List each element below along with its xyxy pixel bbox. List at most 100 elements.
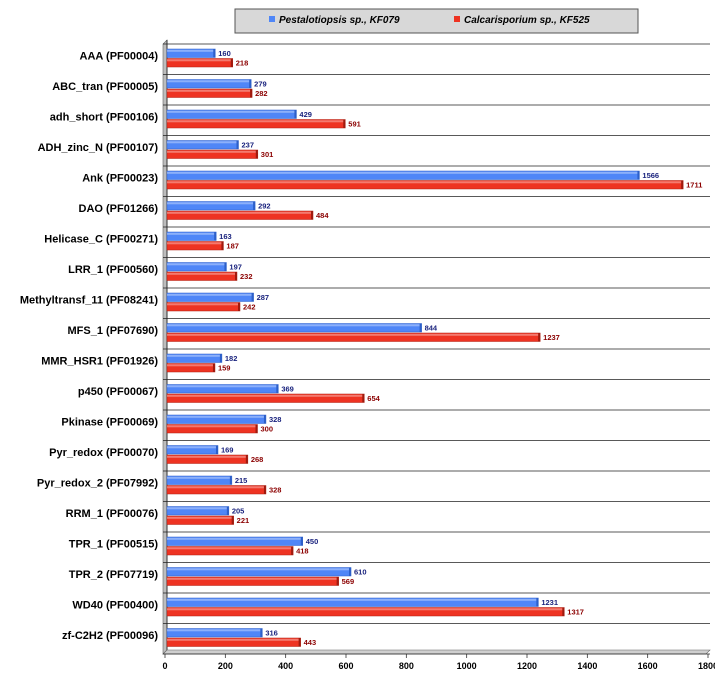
value-label-pestalotiopsis: 610 xyxy=(354,568,367,577)
value-label-calcarisporium: 282 xyxy=(255,89,268,98)
bar-highlight xyxy=(167,181,684,184)
bar-end-cap xyxy=(336,577,339,586)
value-label-pestalotiopsis: 197 xyxy=(229,263,242,272)
value-label-pestalotiopsis: 287 xyxy=(257,293,270,302)
category-label: ADH_zinc_N (PF00107) xyxy=(38,142,159,154)
value-label-calcarisporium: 159 xyxy=(218,364,231,373)
bar-highlight xyxy=(167,486,266,489)
category-label: MFS_1 (PF07690) xyxy=(68,325,159,337)
bar-highlight xyxy=(167,385,279,388)
category-label: TPR_1 (PF00515) xyxy=(69,538,159,550)
value-label-pestalotiopsis: 328 xyxy=(269,415,282,424)
bar-end-cap xyxy=(251,293,254,302)
bar-highlight xyxy=(167,232,217,235)
category-label: Pkinase (PF00069) xyxy=(61,416,158,428)
category-label: WD40 (PF00400) xyxy=(72,599,158,611)
value-label-pestalotiopsis: 1566 xyxy=(642,171,659,180)
category-label: Ank (PF00023) xyxy=(82,172,158,184)
bar-end-cap xyxy=(637,171,640,180)
bar-end-cap xyxy=(224,262,227,271)
value-label-pestalotiopsis: 160 xyxy=(218,49,231,58)
bar-end-cap xyxy=(276,384,279,393)
value-label-calcarisporium: 301 xyxy=(261,150,274,159)
value-label-calcarisporium: 221 xyxy=(237,516,250,525)
bar-highlight xyxy=(167,516,234,519)
value-label-calcarisporium: 1317 xyxy=(567,608,584,617)
bar-end-cap xyxy=(214,232,217,241)
value-label-calcarisporium: 268 xyxy=(251,455,264,464)
category-label: adh_short (PF00106) xyxy=(50,111,159,123)
value-label-calcarisporium: 218 xyxy=(236,59,249,68)
x-tick-label: 800 xyxy=(399,661,414,671)
bar-highlight xyxy=(167,89,253,92)
category-label: Helicase_C (PF00271) xyxy=(44,233,158,245)
bar-highlight xyxy=(167,59,233,62)
bar-end-cap xyxy=(300,537,303,546)
category-label: MMR_HSR1 (PF01926) xyxy=(41,355,158,367)
bar-end-cap xyxy=(298,638,301,647)
value-label-calcarisporium: 1237 xyxy=(543,333,560,342)
bar-end-cap xyxy=(562,607,565,616)
category-label: Methyltransf_11 (PF08241) xyxy=(20,294,159,306)
bar-highlight xyxy=(167,333,541,336)
value-label-pestalotiopsis: 844 xyxy=(425,324,438,333)
category-label: p450 (PF00067) xyxy=(78,386,158,398)
value-label-calcarisporium: 654 xyxy=(367,394,380,403)
bar-highlight xyxy=(167,354,222,357)
bar-highlight xyxy=(167,446,218,449)
bar-calcarisporium xyxy=(166,607,565,617)
value-label-pestalotiopsis: 316 xyxy=(265,629,278,638)
x-tick-label: 400 xyxy=(278,661,293,671)
value-label-calcarisporium: 300 xyxy=(261,425,274,434)
bar-end-cap xyxy=(213,49,216,58)
bar-highlight xyxy=(167,303,241,306)
value-label-pestalotiopsis: 369 xyxy=(281,385,294,394)
category-label: LRR_1 (PF00560) xyxy=(68,264,158,276)
bar-highlight xyxy=(167,415,266,418)
bar-highlight xyxy=(167,171,640,174)
plot-floor xyxy=(162,649,711,655)
value-label-pestalotiopsis: 450 xyxy=(306,537,319,546)
value-label-pestalotiopsis: 237 xyxy=(241,141,254,150)
value-label-pestalotiopsis: 182 xyxy=(225,354,238,363)
value-label-pestalotiopsis: 1231 xyxy=(541,598,558,607)
bar-end-cap xyxy=(291,546,294,555)
x-tick-label: 1000 xyxy=(457,661,477,671)
bar-end-cap xyxy=(212,363,215,372)
value-label-pestalotiopsis: 215 xyxy=(235,476,248,485)
legend-swatch-calcarisporium xyxy=(454,16,460,22)
bar-end-cap xyxy=(249,79,252,88)
axes: 0 200 400 600 800 1000 1200 1400 1600 1800 xyxy=(162,39,715,671)
bar-end-cap xyxy=(234,272,237,281)
bar-highlight xyxy=(167,638,301,641)
bar-highlight xyxy=(167,455,248,458)
bar-highlight xyxy=(167,608,565,611)
x-tick-label: 1400 xyxy=(577,661,597,671)
bar-highlight xyxy=(167,110,297,113)
legend-label-pestalotiopsis: Pestalotiopsis sp., KF079 xyxy=(279,15,400,26)
bar-end-cap xyxy=(229,476,232,485)
bar-highlight xyxy=(167,141,239,144)
value-label-pestalotiopsis: 292 xyxy=(258,202,271,211)
category-label: Pyr_redox_2 (PF07992) xyxy=(37,477,158,489)
bar-highlight xyxy=(167,547,294,550)
bar-highlight xyxy=(167,537,303,540)
bar-end-cap xyxy=(230,58,233,67)
plot-side-wall xyxy=(162,39,168,655)
bar-end-cap xyxy=(311,211,314,220)
bar-end-cap xyxy=(362,394,365,403)
bar-end-cap xyxy=(263,415,266,424)
bar-highlight xyxy=(167,364,215,367)
value-label-calcarisporium: 591 xyxy=(348,120,361,129)
category-label: DAO (PF01266) xyxy=(79,203,159,215)
bar-end-cap xyxy=(253,201,256,210)
bar-end-cap xyxy=(219,354,222,363)
category-label: AAA (PF00004) xyxy=(80,50,159,62)
value-label-calcarisporium: 232 xyxy=(240,272,253,281)
bar-end-cap xyxy=(215,445,218,454)
x-tick-label: 1800 xyxy=(698,661,715,671)
bar-highlight xyxy=(167,272,237,275)
bar-highlight xyxy=(167,577,339,580)
